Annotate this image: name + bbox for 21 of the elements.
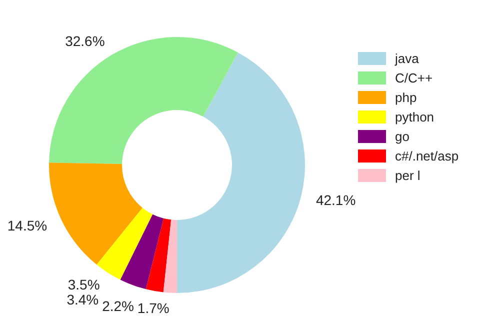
data-label: 2.2% xyxy=(102,298,134,314)
data-label: 1.7% xyxy=(137,300,170,316)
donut-slice xyxy=(120,214,164,290)
donut-slice xyxy=(177,52,305,293)
donut-slice xyxy=(49,162,142,265)
data-label: 42.1% xyxy=(316,192,356,208)
legend-label: python xyxy=(395,110,434,124)
donut-slice xyxy=(96,208,153,280)
data-label: 3.4% xyxy=(66,292,99,308)
data-label: 14.5% xyxy=(7,218,48,234)
donut-slice xyxy=(49,37,238,164)
legend-label: C/C++ xyxy=(395,70,433,86)
legend-label: per l xyxy=(395,168,420,183)
data-label: 32.6% xyxy=(65,33,105,50)
data-label: 3.5% xyxy=(68,276,100,293)
legend-label: php xyxy=(395,90,417,105)
legend-label: java xyxy=(394,51,420,66)
legend-label: go xyxy=(395,129,410,144)
donut-slice xyxy=(146,218,172,292)
legend-label: c#/.net/asp xyxy=(395,148,459,164)
donut-slice xyxy=(163,220,177,293)
